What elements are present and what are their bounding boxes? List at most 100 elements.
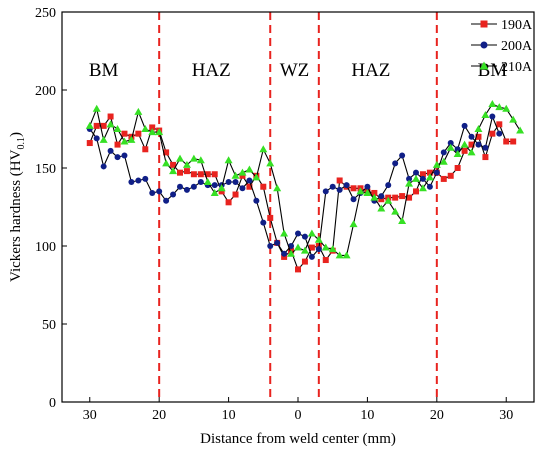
data-point-210A bbox=[280, 229, 289, 237]
data-point-190A bbox=[308, 244, 315, 251]
data-point-210A bbox=[287, 249, 296, 257]
data-point-210A bbox=[509, 115, 518, 123]
y-axis-title: Vickers hardness (HV0.1) bbox=[8, 132, 27, 282]
y-tick-label: 100 bbox=[35, 240, 56, 255]
data-point-210A bbox=[502, 104, 511, 112]
x-axis-title: Distance from weld center (mm) bbox=[200, 431, 396, 447]
data-point-190A bbox=[406, 194, 413, 201]
data-point-200A bbox=[406, 175, 413, 182]
data-point-200A bbox=[378, 193, 385, 200]
data-point-210A bbox=[481, 110, 490, 118]
data-point-210A bbox=[432, 160, 441, 168]
data-point-200A bbox=[482, 144, 489, 151]
data-point-210A bbox=[176, 154, 184, 162]
data-point-200A bbox=[392, 160, 399, 167]
data-point-210A bbox=[85, 121, 94, 129]
series-200A bbox=[86, 113, 503, 260]
data-point-200A bbox=[454, 146, 461, 153]
data-point-210A bbox=[245, 165, 254, 173]
data-point-190A bbox=[336, 177, 343, 184]
data-point-190A bbox=[86, 140, 93, 147]
data-point-200A bbox=[274, 239, 281, 246]
data-point-200A bbox=[440, 149, 447, 156]
data-point-200A bbox=[433, 169, 440, 176]
data-point-190A bbox=[211, 171, 218, 178]
data-point-190A bbox=[503, 138, 510, 145]
data-point-190A bbox=[510, 138, 517, 145]
data-point-200A bbox=[121, 152, 128, 159]
data-point-210A bbox=[252, 173, 261, 181]
data-point-200A bbox=[183, 186, 190, 193]
data-point-190A bbox=[267, 214, 274, 221]
data-point-190A bbox=[447, 172, 454, 179]
x-tick-label: 30 bbox=[499, 408, 513, 423]
data-point-210A bbox=[398, 217, 407, 225]
data-point-210A bbox=[377, 204, 386, 212]
data-point-200A bbox=[413, 169, 419, 176]
data-point-200A bbox=[260, 219, 267, 226]
data-point-190A bbox=[378, 196, 385, 203]
data-point-200A bbox=[100, 163, 107, 170]
data-point-190A bbox=[475, 133, 482, 140]
data-point-210A bbox=[349, 220, 358, 228]
data-point-210A bbox=[342, 251, 351, 259]
data-point-200A bbox=[225, 179, 232, 186]
data-point-190A bbox=[350, 185, 357, 192]
data-point-210A bbox=[446, 143, 455, 151]
data-point-210A bbox=[321, 243, 330, 251]
region-label: BM bbox=[89, 60, 119, 81]
x-tick-label: 10 bbox=[360, 408, 374, 423]
data-point-200A bbox=[197, 179, 204, 186]
data-point-210A bbox=[141, 125, 150, 132]
data-point-200A bbox=[496, 130, 503, 137]
data-point-210A bbox=[273, 184, 282, 192]
data-point-210A bbox=[460, 140, 469, 148]
data-point-200A bbox=[350, 196, 357, 203]
data-point-200A bbox=[170, 191, 177, 198]
series-line-200A bbox=[89, 114, 500, 258]
data-point-200A bbox=[301, 233, 308, 240]
data-point-210A bbox=[92, 104, 101, 112]
data-point-190A bbox=[183, 168, 190, 175]
data-point-210A bbox=[203, 178, 212, 186]
data-point-190A bbox=[190, 171, 197, 178]
legend-label: 190A bbox=[501, 18, 533, 33]
data-point-200A bbox=[253, 197, 260, 204]
data-point-210A bbox=[425, 173, 434, 181]
data-point-210A bbox=[120, 137, 129, 145]
data-point-200A bbox=[364, 183, 371, 190]
data-point-190A bbox=[440, 175, 447, 182]
series-layer bbox=[85, 100, 525, 273]
data-point-210A bbox=[488, 100, 497, 108]
data-point-190A bbox=[295, 266, 301, 273]
x-tick-label: 10 bbox=[222, 408, 236, 423]
data-point-190A bbox=[482, 154, 489, 161]
region-label: HAZ bbox=[192, 60, 231, 81]
data-point-200A bbox=[239, 185, 246, 192]
data-point-210A bbox=[113, 125, 122, 132]
data-point-200A bbox=[128, 179, 135, 186]
data-point-190A bbox=[322, 257, 329, 264]
data-point-210A bbox=[474, 125, 483, 132]
x-tick-label: 30 bbox=[83, 408, 97, 423]
y-tick-label: 250 bbox=[35, 6, 56, 21]
data-point-190A bbox=[399, 193, 406, 200]
data-point-200A bbox=[190, 183, 197, 190]
data-point-190A bbox=[170, 161, 177, 168]
data-point-190A bbox=[225, 199, 232, 206]
data-point-200A bbox=[468, 133, 475, 140]
y-axis-title-subscript: 0.1 bbox=[16, 137, 27, 150]
data-point-210A bbox=[106, 120, 115, 128]
region-labels: BM HAZ WZ HAZ BM bbox=[89, 60, 507, 81]
data-point-200A bbox=[399, 152, 406, 159]
data-point-190A bbox=[93, 122, 100, 129]
data-point-210A bbox=[314, 235, 323, 243]
data-point-210A bbox=[127, 135, 136, 143]
data-point-200A bbox=[336, 186, 343, 193]
region-label: HAZ bbox=[351, 60, 390, 81]
x-tick-label: 20 bbox=[152, 408, 166, 423]
data-point-190A bbox=[163, 149, 170, 156]
data-point-190A bbox=[197, 171, 204, 178]
